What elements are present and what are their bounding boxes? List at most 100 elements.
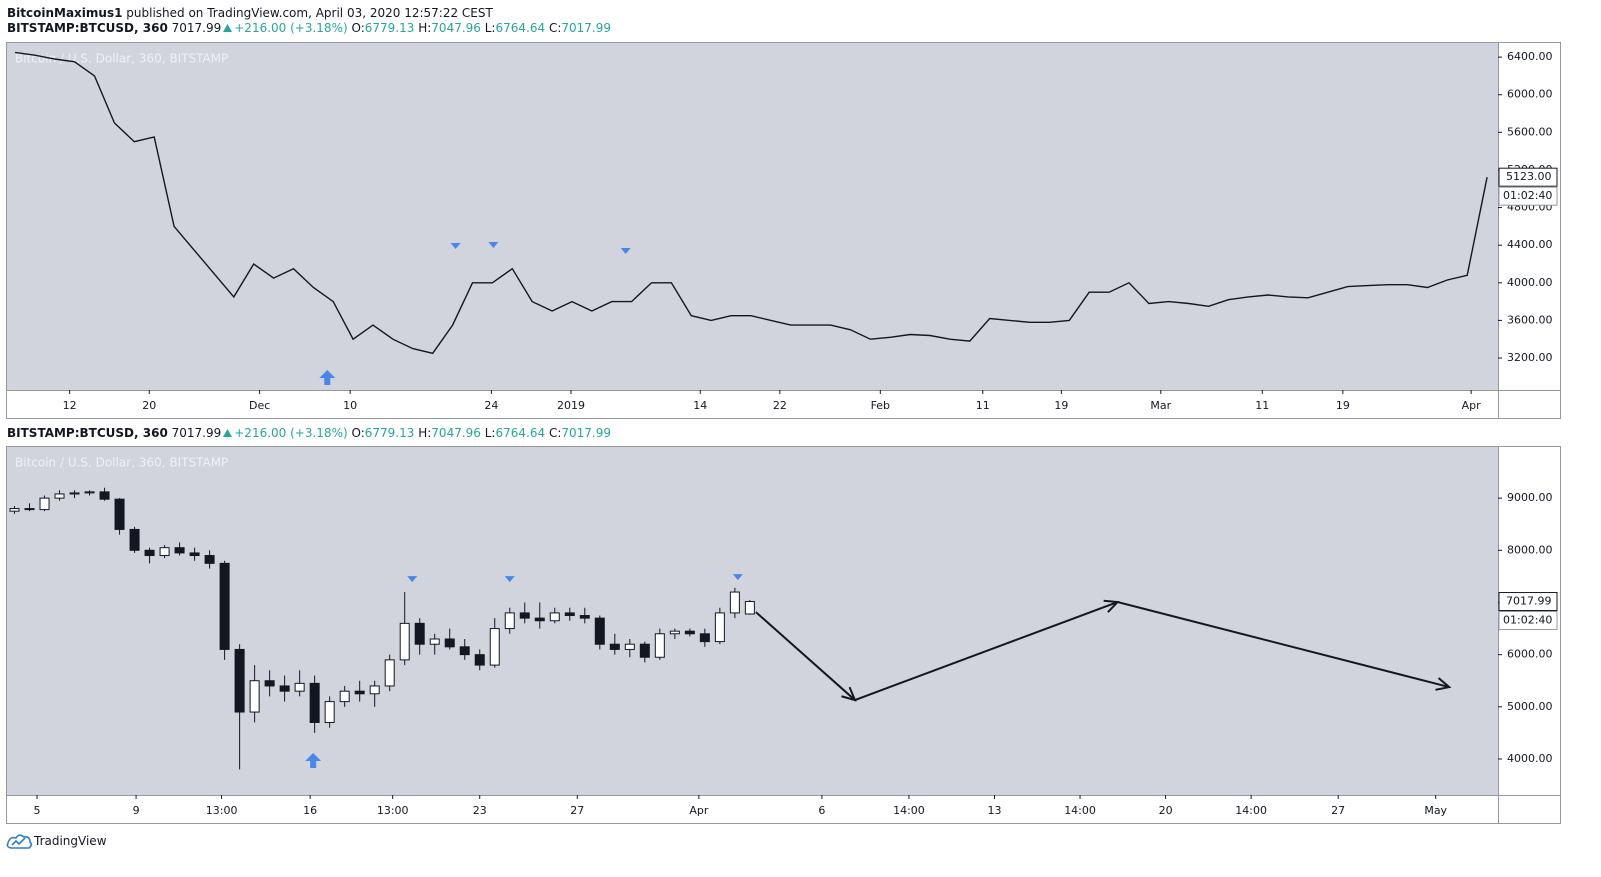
watermark: Bitcoin / U.S. Dollar, 360, BITSTAMP bbox=[15, 456, 228, 470]
x-tick-label: 9 bbox=[133, 804, 140, 817]
candle-body bbox=[144, 549, 155, 557]
x-tick-label: 11 bbox=[1255, 399, 1269, 412]
candle-body bbox=[714, 612, 725, 643]
author: BitcoinMaximus1 bbox=[7, 6, 123, 20]
plot-clip bbox=[14, 51, 1488, 355]
x-tick-label: 2019 bbox=[557, 399, 585, 412]
x-tick-label: May bbox=[1424, 804, 1447, 817]
x-tick-label: 23 bbox=[473, 804, 487, 817]
candle-body bbox=[504, 612, 515, 630]
y-tick-label: 6000.00 bbox=[1507, 88, 1553, 101]
x-tick-label: Mar bbox=[1150, 399, 1171, 412]
candle-body bbox=[534, 617, 545, 622]
signal-marker bbox=[407, 576, 418, 583]
ohlc-label: O: bbox=[351, 21, 365, 35]
candle-body bbox=[84, 491, 95, 494]
candle-body bbox=[354, 690, 365, 695]
countdown-tag bbox=[1498, 186, 1558, 206]
ohlc-label: H: bbox=[418, 21, 432, 35]
candle-body bbox=[699, 633, 710, 643]
x-tick-label: 10 bbox=[343, 399, 357, 412]
x-tick-label: 16 bbox=[303, 804, 317, 817]
candle-body bbox=[189, 552, 200, 557]
candle-body bbox=[39, 497, 50, 511]
signal-marker bbox=[504, 576, 515, 583]
ohlc-label: C: bbox=[548, 21, 562, 35]
candle-body bbox=[204, 555, 215, 564]
up-triangle bbox=[223, 24, 233, 35]
watermark: Bitcoin / U.S. Dollar, 360, BITSTAMP bbox=[15, 52, 228, 66]
candle-body bbox=[444, 638, 455, 648]
x-tick-label: 20 bbox=[142, 399, 156, 412]
candle-body bbox=[549, 612, 560, 622]
candle-body bbox=[69, 492, 80, 495]
projection-arrowhead bbox=[1103, 599, 1120, 613]
y-tick-label: 5000.00 bbox=[1507, 700, 1553, 713]
candle-body bbox=[294, 682, 305, 692]
published: published on TradingView.com, April 03, … bbox=[126, 6, 493, 20]
ohlc-value: 6764.64 bbox=[495, 21, 546, 35]
x-tick-label: 13:00 bbox=[377, 804, 409, 817]
ohlc-value: 7047.96 bbox=[431, 426, 481, 440]
symbol: BITSTAMP:BTCUSD, 360 bbox=[7, 21, 168, 35]
candle-body bbox=[384, 659, 395, 687]
projection-arrowhead bbox=[841, 686, 857, 702]
candle-body bbox=[414, 622, 425, 645]
last-price: 7017.99 bbox=[171, 21, 222, 35]
candle-body bbox=[474, 654, 485, 666]
x-tick-label: 12 bbox=[63, 399, 77, 412]
candle-body bbox=[729, 591, 740, 614]
x-tick-label: 24 bbox=[484, 399, 498, 412]
footer-brand: TradingView bbox=[34, 834, 107, 848]
change: +216.00 (+3.18%) bbox=[234, 21, 348, 35]
candle-body bbox=[9, 508, 20, 512]
candle-body bbox=[24, 508, 35, 511]
candle-body bbox=[339, 690, 350, 703]
candle-body bbox=[174, 547, 185, 554]
y-tick-label: 8000.00 bbox=[1507, 543, 1553, 556]
y-tick-label: 9000.00 bbox=[1507, 491, 1553, 504]
candle-body bbox=[129, 528, 140, 551]
change: +216.00 (+3.18%) bbox=[234, 426, 348, 440]
candle-body bbox=[159, 547, 170, 557]
x-tick-label: Feb bbox=[871, 399, 890, 412]
up-triangle-icon bbox=[223, 429, 233, 437]
countdown-tag bbox=[1498, 611, 1558, 631]
x-tick-label: Dec bbox=[249, 399, 270, 412]
ohlc-value: 6779.13 bbox=[364, 426, 415, 440]
x-tick-label: 14:00 bbox=[1235, 804, 1267, 817]
x-tick-label: 14:00 bbox=[1064, 804, 1096, 817]
tradingview-logo bbox=[6, 834, 33, 849]
ohlc-value: 7047.96 bbox=[431, 21, 481, 35]
projection-arrowhead bbox=[1435, 677, 1452, 691]
x-tick-label: Apr bbox=[689, 804, 709, 817]
last-price-label: 7017.99 bbox=[1506, 595, 1552, 608]
ohlc-value: 6779.13 bbox=[364, 21, 415, 35]
candle-body bbox=[684, 630, 695, 635]
x-tick-label: 22 bbox=[773, 399, 787, 412]
ohlc-label: L: bbox=[484, 426, 496, 440]
ohlc-label: L: bbox=[484, 21, 496, 35]
signal-marker bbox=[488, 241, 499, 248]
plot-area bbox=[7, 447, 1498, 795]
last-price-tag bbox=[1498, 592, 1558, 612]
x-tick-label: 11 bbox=[976, 399, 990, 412]
header: BitcoinMaximus1 published on TradingView… bbox=[7, 6, 493, 20]
candle-body bbox=[399, 622, 410, 661]
candle-body bbox=[429, 638, 440, 645]
ohlc-label: O: bbox=[351, 426, 365, 440]
plot-area bbox=[7, 43, 1498, 390]
signal-marker bbox=[305, 752, 322, 768]
y-tick-label: 3600.00 bbox=[1507, 313, 1553, 326]
candle-body bbox=[489, 628, 500, 666]
x-tick-label: 27 bbox=[570, 804, 584, 817]
signal-marker bbox=[450, 243, 461, 250]
x-tick-label: 13 bbox=[987, 804, 1001, 817]
ohlc-value: 7017.99 bbox=[561, 21, 611, 35]
y-tick-label: 6400.00 bbox=[1507, 50, 1553, 63]
y-tick-label: 4000.00 bbox=[1507, 276, 1553, 289]
candle-body bbox=[744, 601, 755, 615]
x-tick-label: 20 bbox=[1159, 804, 1173, 817]
candle-body bbox=[114, 498, 125, 530]
